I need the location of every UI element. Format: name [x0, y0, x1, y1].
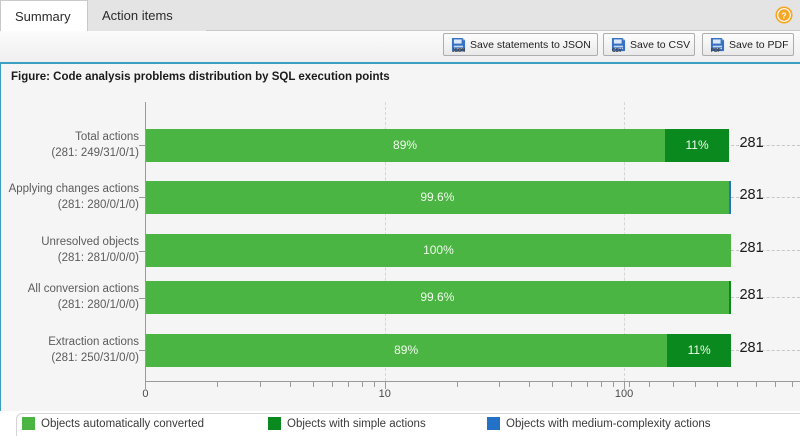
svg-text:?: ?: [781, 11, 786, 21]
